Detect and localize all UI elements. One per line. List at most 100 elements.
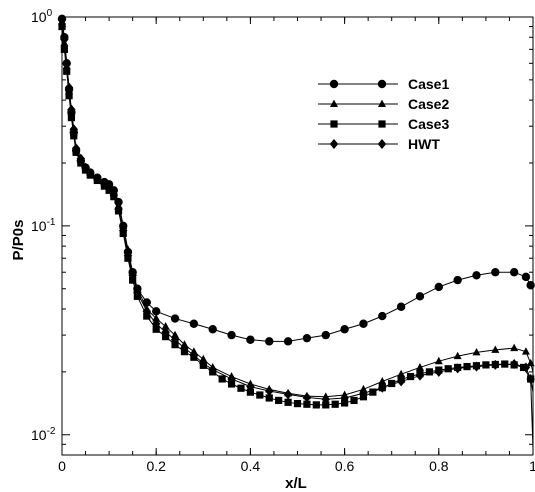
data-point-case1 [170,314,180,323]
series-line-case1 [61,18,534,342]
data-point-case3 [227,380,236,388]
data-point-hwt [67,104,76,115]
legend-marker-hwt [377,139,387,149]
data-point-hwt [133,287,142,298]
y-tick-label-exponent: -1 [47,217,56,228]
y-tick-label-exponent: 0 [47,8,53,19]
data-point-case2 [161,322,170,330]
x-axis-title: x/L [285,475,307,492]
data-point-hwt [396,376,406,387]
legend: Case1 Case2 Case3 HWT [318,76,449,152]
data-point-case2 [397,369,406,378]
data-point-hwt [208,364,217,375]
series-layer [57,14,535,450]
data-point-hwt [526,373,535,384]
data-point-hwt [109,190,119,201]
data-point-case3 [284,398,292,406]
data-point-hwt [378,382,387,393]
x-tick-label: 0.6 [335,458,355,474]
data-point-case3 [406,372,415,381]
legend-item-case2: Case2 [318,96,449,112]
legend-marker-case1 [329,79,339,89]
data-point-hwt [340,392,349,403]
y-tick-label: 10-1 [31,217,56,234]
legend-marker-case2 [378,99,386,107]
data-point-case2 [415,363,424,371]
series-case1 [57,14,535,346]
series-line-case2 [61,21,534,398]
data-point-hwt [265,385,274,396]
data-point-hwt [359,388,368,399]
legend-item-case3: Case3 [318,116,449,132]
data-point-case2 [526,358,535,367]
data-point-case3 [60,45,68,53]
legend-item-hwt: HWT [318,136,440,152]
data-point-case3 [246,388,254,396]
data-point-hwt [71,143,81,154]
data-point-case3 [331,400,339,408]
data-point-case3 [303,400,311,408]
data-point-case2 [171,330,180,339]
y-tick-label-base: 10 [31,9,47,25]
data-point-hwt [123,250,133,261]
data-point-hwt [415,370,425,381]
data-point-hwt [283,389,293,400]
data-point-case1 [265,337,274,346]
data-point-hwt [100,179,109,190]
data-point-hwt [521,362,531,373]
data-point-case3 [322,401,330,409]
data-point-case1 [321,330,330,340]
y-tick-label: 10-2 [31,426,56,443]
data-point-case2 [123,245,132,253]
data-point-case3 [350,396,358,405]
data-point-hwt [321,394,330,405]
x-axis: 0 0.2 0.4 0.6 0.8 1 [58,17,535,474]
legend-marker-case2 [330,99,338,107]
legend-marker-case1 [377,79,387,89]
data-point-case3 [425,368,433,376]
x-tick-label: 0.4 [241,458,261,474]
data-point-hwt [453,363,462,374]
data-point-case3 [218,375,226,383]
data-point-case2 [119,221,128,229]
y-tick-label-base: 10 [31,218,47,234]
legend-label-case1: Case1 [408,76,449,92]
data-point-hwt [302,392,312,403]
data-point-case3 [152,325,160,333]
data-point-case2 [510,343,519,352]
series-case3 [58,22,535,409]
legend-marker-case3 [378,120,386,128]
data-point-hwt [114,204,123,215]
data-point-case3 [482,361,490,369]
data-point-case1 [152,307,161,316]
data-point-hwt [472,361,481,372]
data-point-hwt [246,381,255,392]
data-point-hwt [60,34,69,45]
legend-item-case1: Case1 [318,76,449,92]
data-point-case1 [189,319,199,328]
data-point-case1 [302,333,312,343]
data-point-case2 [521,347,530,355]
data-point-case1 [359,319,368,328]
data-point-case3 [312,401,320,409]
data-point-case3 [369,388,377,396]
data-point-hwt [227,373,236,384]
legend-label-case3: Case3 [408,116,449,132]
data-point-case1 [283,337,293,346]
data-point-hwt [104,184,114,195]
x-tick-label: 0.2 [146,458,166,474]
data-point-case1 [509,268,519,277]
data-point-hwt [119,225,128,236]
data-point-case3 [63,67,71,75]
data-point-case3 [58,22,66,31]
data-point-case1 [472,271,481,280]
data-point-hwt [76,153,86,164]
data-point-hwt [86,168,95,179]
data-point-hwt [161,327,170,338]
y-tick-label: 100 [31,8,53,25]
data-point-case3 [70,132,78,140]
data-point-case1 [453,275,462,285]
data-point-hwt [434,366,443,377]
